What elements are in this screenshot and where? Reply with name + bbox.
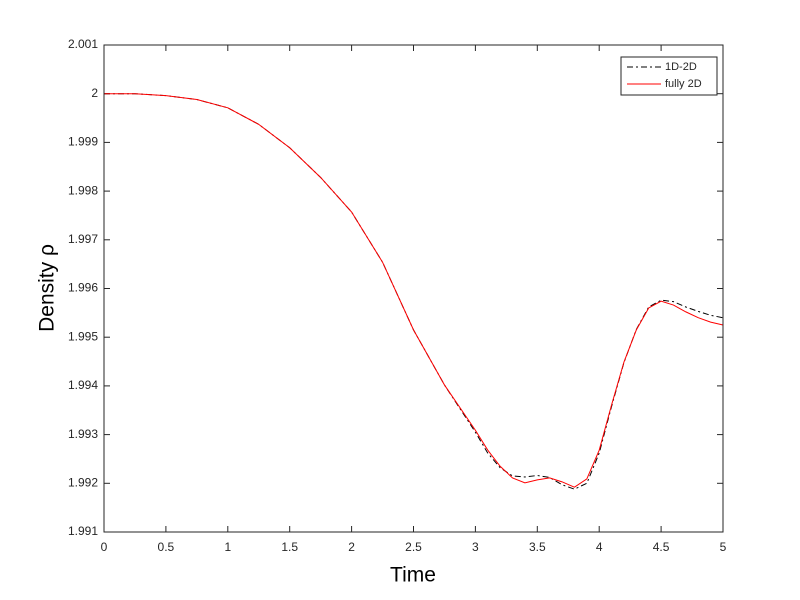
x-tick-label: 1.5 (281, 540, 298, 554)
line-series (104, 93, 724, 488)
y-tick-label: 1.996 (68, 281, 98, 295)
y-tick-label: 1.997 (68, 232, 98, 246)
legend-label: 1D-2D (665, 61, 697, 73)
x-tick-label: 3.5 (529, 540, 546, 554)
y-tick-label: 2 (91, 86, 98, 100)
x-tick-label: 4 (596, 540, 603, 554)
x-axis-title: Time (390, 564, 436, 587)
x-tick-label: 1 (224, 540, 231, 554)
plot-frame (103, 44, 724, 533)
y-tick-label: 2.001 (68, 37, 98, 51)
x-tick-label: 5 (720, 540, 727, 554)
x-tick-label: 0.5 (158, 540, 175, 554)
y-tick-label: 1.995 (68, 329, 98, 343)
x-tick-label: 0 (101, 540, 108, 554)
legend: 1D-2D fully 2D (620, 56, 718, 96)
x-tick-label: 4.5 (653, 540, 670, 554)
y-tick-label: 1.994 (68, 378, 98, 392)
y-axis-title: Density ρ (36, 244, 59, 332)
x-tick-label: 3 (472, 540, 479, 554)
y-tick-label: 1.992 (68, 475, 98, 489)
y-tick-label: 1.993 (68, 427, 98, 441)
legend-label: fully 2D (665, 78, 702, 90)
x-tick-label: 2 (348, 540, 355, 554)
legend-box (620, 56, 718, 96)
y-tick-label: 1.999 (68, 135, 98, 149)
y-tick-label: 1.991 (68, 524, 98, 538)
y-tick-label: 1.998 (68, 183, 98, 197)
x-tick-label: 2.5 (405, 540, 422, 554)
